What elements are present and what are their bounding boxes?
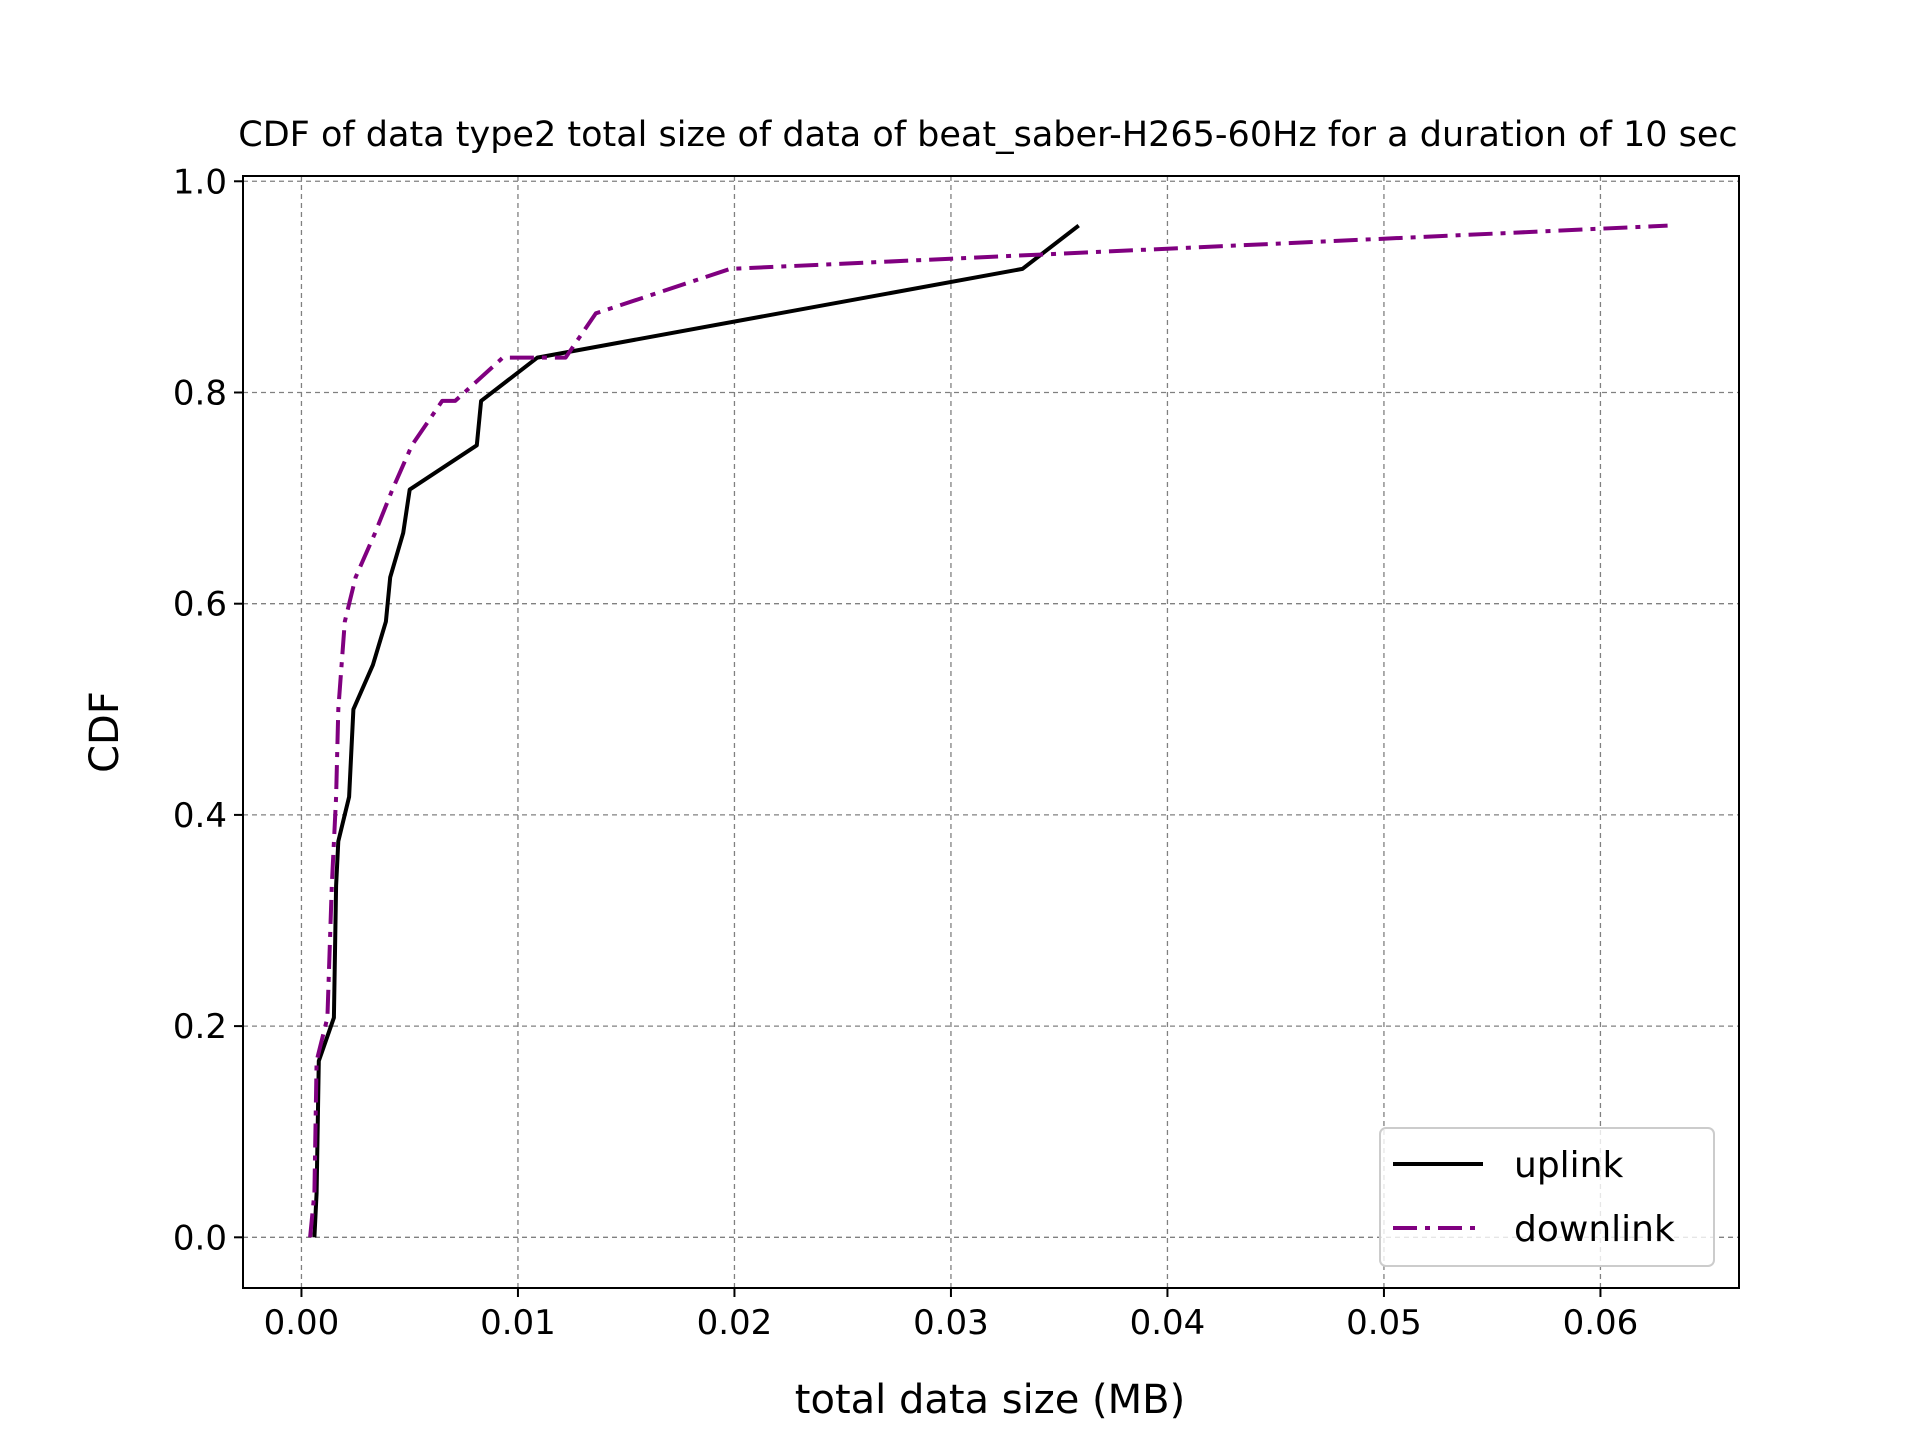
chart-title: CDF of data type2 total size of data of … bbox=[238, 115, 1737, 155]
x-tick-label: 0.02 bbox=[697, 1303, 773, 1343]
x-tick-label: 0.01 bbox=[480, 1303, 556, 1343]
legend-label-downlink: downlink bbox=[1514, 1209, 1675, 1250]
x-tick-label: 0.05 bbox=[1346, 1303, 1422, 1343]
x-tick-label: 0.03 bbox=[913, 1303, 989, 1343]
legend: uplink downlink bbox=[1379, 1127, 1715, 1267]
series-lines bbox=[308, 223, 1668, 1238]
y-tick-label: 1.0 bbox=[173, 162, 227, 202]
grid bbox=[243, 176, 1739, 1288]
x-tick-label: 0.04 bbox=[1130, 1303, 1206, 1343]
y-tick-label: 0.8 bbox=[173, 373, 227, 413]
x-tick-label: 0.06 bbox=[1563, 1303, 1639, 1343]
y-tick-label: 0.2 bbox=[173, 1007, 227, 1047]
axis-ticks: 0.00 0.01 0.02 0.03 0.04 0.05 0.06 0.0 0.2 0.4 0.6… bbox=[173, 162, 1638, 1343]
plot-frame bbox=[242, 175, 1740, 1289]
y-tick-label: 0.4 bbox=[173, 796, 227, 836]
y-tick-label: 0.6 bbox=[173, 585, 227, 625]
legend-label-uplink: uplink bbox=[1514, 1145, 1623, 1186]
series-line-downlink bbox=[308, 223, 1668, 1238]
series-line-uplink bbox=[312, 224, 1080, 1238]
y-axis-title: CDF bbox=[82, 691, 128, 773]
y-tick-label: 0.0 bbox=[173, 1218, 227, 1258]
x-tick-label: 0.00 bbox=[264, 1303, 340, 1343]
x-axis-title: total data size (MB) bbox=[795, 1377, 1185, 1423]
